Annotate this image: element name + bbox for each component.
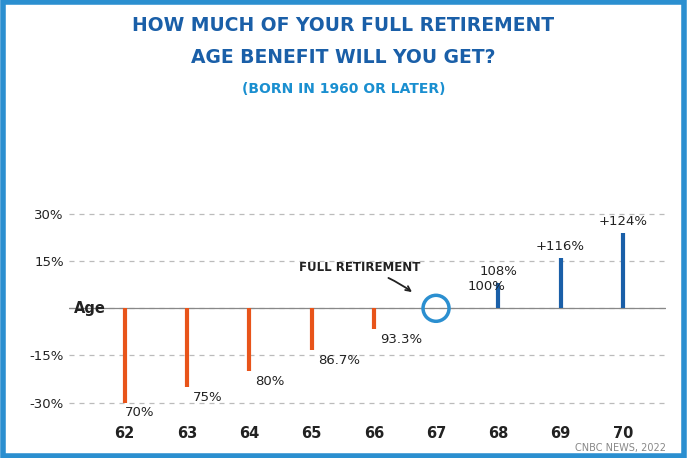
- Text: FULL RETIREMENT: FULL RETIREMENT: [299, 261, 420, 291]
- Text: CNBC NEWS, 2022: CNBC NEWS, 2022: [576, 442, 666, 453]
- Text: 100%: 100%: [467, 279, 505, 293]
- Text: +116%: +116%: [536, 240, 585, 253]
- Text: AGE BENEFIT WILL YOU GET?: AGE BENEFIT WILL YOU GET?: [191, 48, 496, 67]
- Text: HOW MUCH OF YOUR FULL RETIREMENT: HOW MUCH OF YOUR FULL RETIREMENT: [133, 16, 554, 35]
- Text: 80%: 80%: [256, 375, 285, 388]
- Text: 93.3%: 93.3%: [380, 333, 422, 346]
- Text: 108%: 108%: [480, 266, 517, 278]
- Text: +124%: +124%: [598, 215, 647, 228]
- Text: 86.7%: 86.7%: [317, 354, 360, 367]
- Text: Age: Age: [74, 301, 106, 316]
- Text: 70%: 70%: [125, 406, 155, 419]
- Text: 75%: 75%: [193, 391, 223, 403]
- Text: (BORN IN 1960 OR LATER): (BORN IN 1960 OR LATER): [242, 82, 445, 97]
